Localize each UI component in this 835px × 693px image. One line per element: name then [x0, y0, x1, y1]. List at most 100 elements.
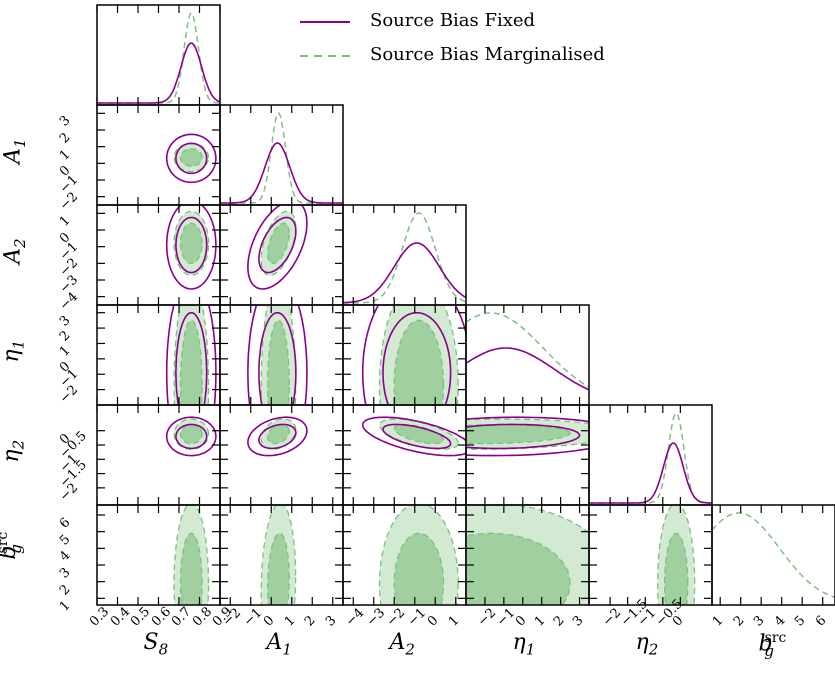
panel-eta1-A2: [361, 305, 466, 405]
contour-95-fixed: [165, 416, 217, 457]
contour-95-fixed: [466, 416, 589, 457]
contour-68-marginalised: [179, 222, 203, 264]
legend-swatch-fixed: [300, 21, 350, 23]
marginal-curve-marginalised: [97, 11, 220, 104]
y-axis-label-eta2-subscript: 2: [9, 439, 28, 450]
marginal-curve-fixed: [343, 242, 466, 304]
panel-eta2-A1: [247, 416, 308, 457]
marginal-curve-marginalised: [589, 412, 712, 504]
panel-b_g_src-A1: [260, 505, 297, 605]
contour-68-marginalised: [179, 148, 203, 167]
x-axis-label-A1: A1: [267, 630, 292, 658]
marginal-curve-marginalised: [466, 312, 589, 388]
marginal-curve-marginalised: [220, 111, 343, 204]
x-axis-label-eta1-subscript: 1: [525, 640, 536, 659]
x-axis-label-eta2-symbol: η: [635, 630, 649, 655]
y-axis-label-A2-subscript: 2: [10, 238, 29, 249]
contour-68-marginalised: [393, 319, 445, 405]
x-axis-label-b_g_src-subscript: g: [764, 641, 774, 660]
legend-label-fixed: Source Bias Fixed: [370, 10, 536, 31]
panel-eta1-A1: [247, 305, 308, 405]
contour-95-fixed: [165, 205, 217, 290]
x-axis-label-S8: S8: [144, 630, 169, 658]
marginal-curve-marginalised: [712, 512, 835, 599]
contour-95-fixed: [165, 305, 217, 405]
y-axis-label-eta1-symbol: η: [0, 349, 25, 363]
x-axis-label-A2-subscript: 2: [405, 640, 415, 659]
contour-68-fixed: [258, 216, 297, 274]
y-axis-label-b_g_src: bsrcg: [0, 532, 25, 560]
y-axis-label-A1-symbol: A: [0, 148, 26, 164]
x-axis-label-eta1: η1: [513, 630, 536, 658]
panel-eta1-S8: [165, 305, 217, 405]
panel-frame: [96, 404, 221, 506]
panel-b_g_src-eta2: [656, 505, 696, 605]
contour-68-fixed: [175, 216, 208, 274]
contour-68-marginalised: [393, 424, 445, 445]
contour-68-marginalised: [179, 319, 203, 405]
x-axis-label-A2: A2: [390, 630, 415, 658]
y-axis-label-eta2-symbol: η: [0, 449, 25, 463]
panel-b_g_src-A2: [378, 505, 459, 605]
contour-68-marginalised: [466, 532, 571, 605]
contour-68-fixed: [466, 423, 581, 450]
contour-95-fixed: [361, 305, 466, 405]
contour-68-marginalised: [267, 532, 290, 605]
panel-eta2-S8: [165, 416, 217, 457]
panel-eta1-eta1: [466, 312, 589, 391]
panel-eta2-eta2: [589, 412, 712, 504]
legend-swatch-marginalised: [300, 55, 350, 57]
y-axis-label-eta1: η1: [0, 340, 28, 363]
y-axis-label-A2-symbol: A: [0, 248, 26, 264]
panel-b_g_src-eta1: [466, 505, 589, 605]
panel-frame: [96, 4, 221, 106]
x-axis-label-S8-symbol: S: [143, 630, 159, 655]
x-axis-label-b_g_src-superscript: src: [764, 630, 787, 646]
contour-68-fixed: [382, 423, 452, 450]
contour-68-marginalised: [179, 424, 203, 445]
contour-95-fixed: [247, 305, 308, 405]
y-axis-label-A2: A2: [1, 238, 29, 263]
panel-S8-S8: [97, 11, 220, 104]
contour-68-fixed: [258, 311, 297, 405]
y-axis-label-b_g_src-subscript: g: [6, 544, 25, 554]
panel-A1-S8: [165, 133, 217, 184]
x-axis-label-b_g_src: bsrcg: [758, 630, 787, 660]
marginal-curve-fixed: [466, 347, 589, 391]
contour-68-marginalised: [393, 532, 445, 605]
y-axis-label-A1: A1: [1, 138, 29, 163]
panel-frame: [465, 304, 590, 406]
panel-frame: [711, 504, 835, 606]
x-axis-label-A1-subscript: 1: [282, 640, 292, 659]
contour-95-fixed: [247, 416, 308, 457]
x-axis-label-A2-symbol: A: [389, 630, 406, 655]
panel-b_g_src-S8: [173, 505, 210, 605]
contour-68-marginalised: [267, 424, 290, 445]
panel-A2-A1: [247, 205, 308, 290]
x-axis-label-A1-symbol: A: [266, 630, 283, 655]
panel-frame: [342, 204, 467, 306]
y-axis-label-eta1-subscript: 1: [9, 339, 28, 350]
y-axis-label-eta2: η2: [0, 440, 28, 463]
marginal-curve-fixed: [97, 42, 220, 104]
x-axis-label-b_g_src-symbol: b: [758, 631, 773, 657]
contour-95-fixed: [165, 133, 217, 184]
panel-A1-A1: [220, 111, 343, 204]
contour-95-fixed: [361, 416, 466, 457]
panel-frame: [219, 104, 344, 206]
x-axis-label-S8-subscript: 8: [158, 640, 169, 659]
panel-frame: [588, 404, 713, 506]
x-axis-label-eta2: η2: [636, 630, 659, 658]
contour-68-marginalised: [663, 532, 689, 605]
contour-68-fixed: [258, 423, 297, 450]
panel-eta2-A2: [361, 416, 466, 457]
marginal-curve-fixed: [220, 142, 343, 204]
panel-A2-S8: [165, 205, 217, 290]
marginal-curve-marginalised: [343, 212, 466, 304]
contour-68-fixed: [175, 142, 208, 175]
panel-b_g_src-b_g_src: [712, 512, 835, 599]
contour-68-marginalised: [267, 319, 290, 405]
contour-68-fixed: [175, 423, 208, 450]
contour-68-fixed: [175, 311, 208, 405]
